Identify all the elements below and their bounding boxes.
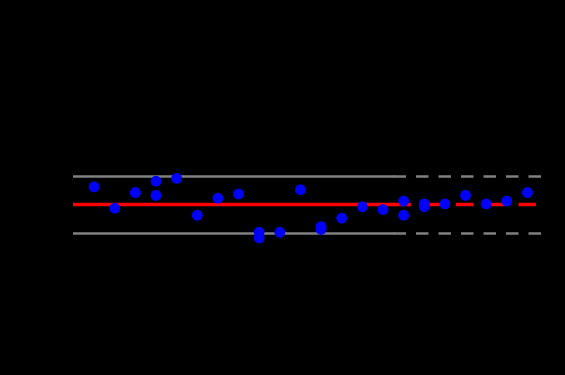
Point [337,215,346,221]
Point [481,201,490,207]
Point [151,192,160,198]
Point [214,195,223,201]
Point [275,229,284,235]
Point [316,226,325,232]
Point [420,201,429,207]
Point [420,204,429,210]
Point [523,190,532,196]
Point [399,198,408,204]
Point [379,207,388,213]
Point [255,229,264,235]
Point [316,224,325,230]
Point [255,235,264,241]
Point [399,212,408,218]
Point [502,198,511,204]
Point [90,184,99,190]
Point [234,191,243,197]
Point [172,176,181,181]
Point [440,201,449,207]
Point [193,212,202,218]
Point [151,178,160,184]
Point [110,205,119,211]
Point [296,187,305,193]
Point [358,204,367,210]
Point [131,190,140,196]
Point [461,192,470,198]
